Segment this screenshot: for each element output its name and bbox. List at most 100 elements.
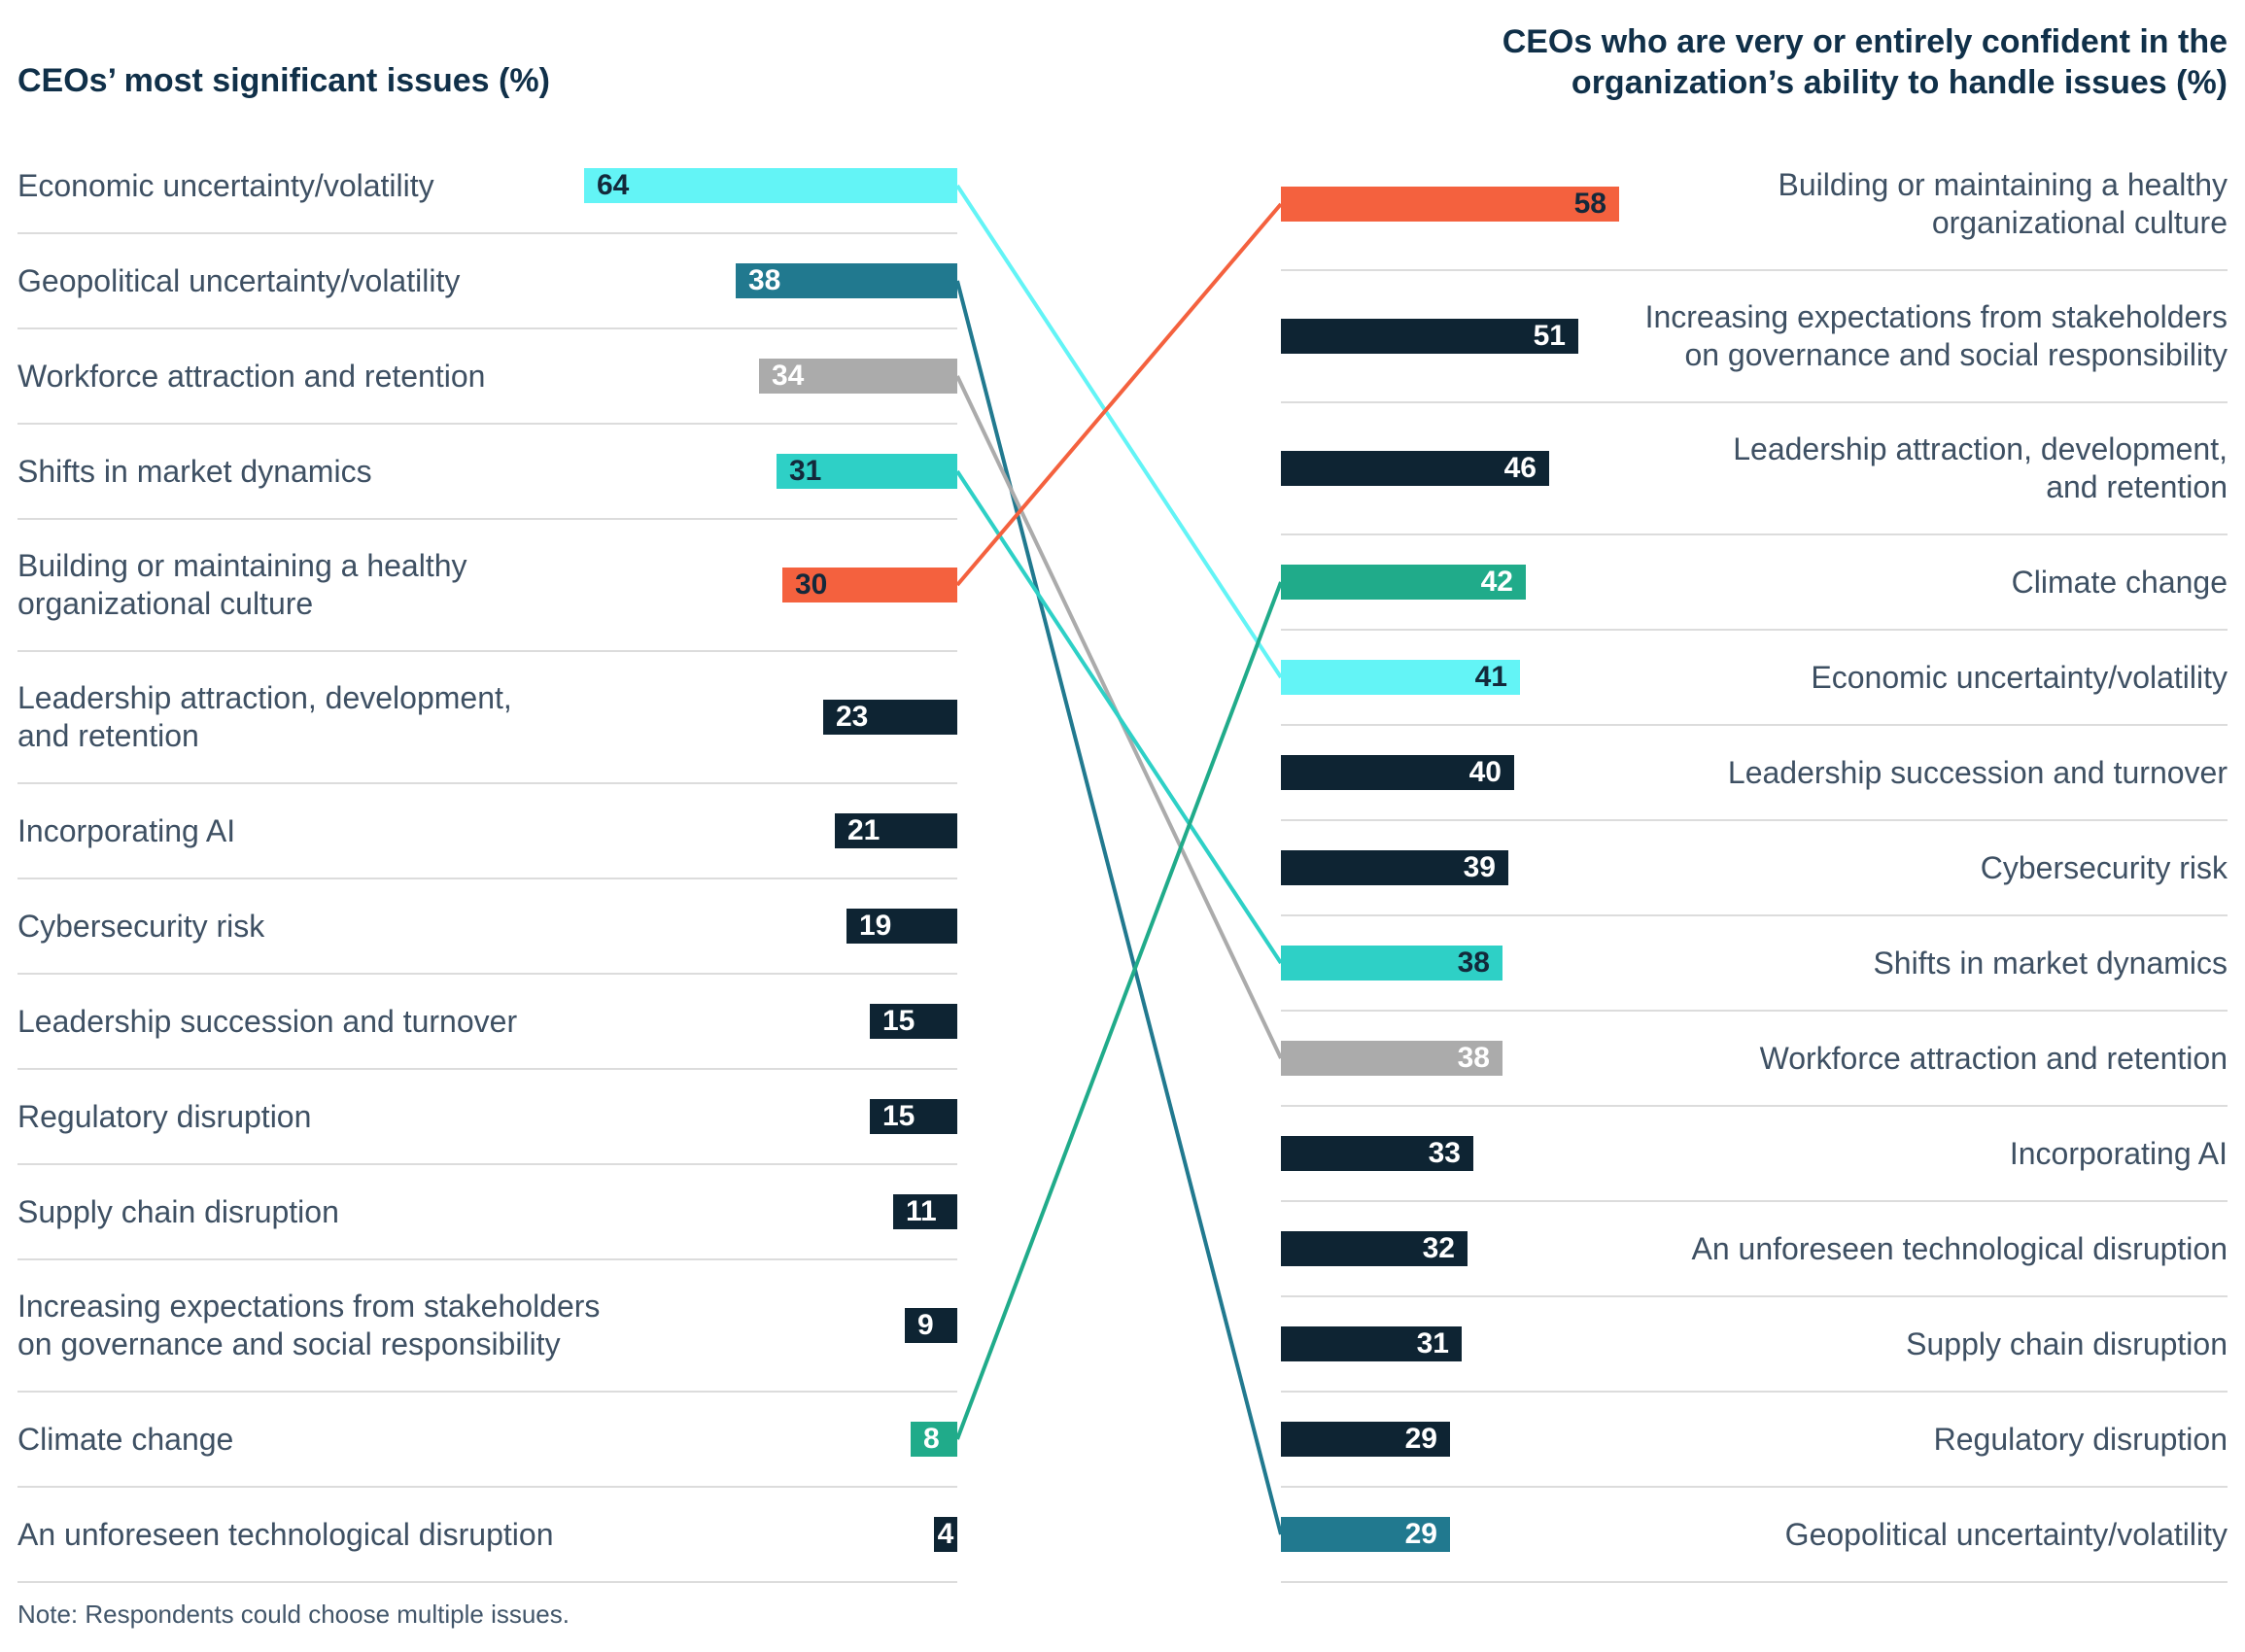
right-chart-title: CEOs who are very or entirely confident … [1502,23,2228,101]
bar-value: 34 [772,360,805,392]
bar-value: 33 [1428,1137,1461,1169]
bar-value: 8 [923,1423,940,1455]
bar-value: 46 [1503,452,1537,484]
right-chart-row: Incorporating AI 33 [1281,1107,2228,1202]
issue-label: Geopolitical uncertainty/volatility [1784,1516,2228,1552]
right-chart-row: Shifts in market dynamics 38 [1281,916,2228,1012]
issue-label: Building or maintaining a healthy organi… [17,548,467,621]
issue-label: Regulatory disruption [1933,1421,2228,1457]
bar-regulatory: 29 [1281,1422,1450,1457]
left-chart-row: Geopolitical uncertainty/volatility 38 [17,234,957,329]
bar-ai: 33 [1281,1136,1473,1171]
issue-label: Leadership succession and turnover [1727,754,2228,790]
issue-label: Geopolitical uncertainty/volatility [17,262,461,298]
bar-value: 51 [1533,320,1566,352]
right-chart: Building or maintaining a healthy organi… [1281,139,2228,1583]
bar-tech: 4 [934,1517,957,1552]
bar-workforce: 34 [759,359,957,394]
right-chart-row: Workforce attraction and retention 38 [1281,1012,2228,1107]
issue-label: Cybersecurity risk [1980,849,2228,885]
bar-value: 58 [1573,188,1606,220]
right-chart-row: Economic uncertainty/volatility 41 [1281,631,2228,726]
bar-cyber: 19 [846,909,957,944]
left-chart-row: Increasing expectations from stakeholder… [17,1260,957,1393]
left-chart-row: An unforeseen technological disruption 4 [17,1488,957,1583]
right-chart-row: Building or maintaining a healthy organi… [1281,139,2228,271]
bar-leadership_attraction: 23 [823,700,957,735]
issue-label: Economic uncertainty/volatility [1811,659,2228,695]
issue-label: Increasing expectations from stakeholder… [17,1289,601,1361]
bar-value: 40 [1468,756,1502,788]
issue-label: An unforeseen technological disruption [1691,1230,2228,1266]
issue-label: Supply chain disruption [1906,1325,2228,1361]
left-chart-title: CEOs’ most significant issues (%) [17,62,550,99]
bar-market: 38 [1281,946,1502,981]
left-chart-row: Incorporating AI 21 [17,784,957,879]
bar-ai: 21 [835,813,957,848]
bar-market: 31 [777,454,957,489]
bar-value: 31 [789,455,822,487]
connector-line-culture [955,202,1283,587]
issue-label: Shifts in market dynamics [1873,945,2228,981]
issue-label: Increasing expectations from stakeholder… [1644,299,2228,372]
right-chart-row: Supply chain disruption 31 [1281,1297,2228,1393]
right-chart-row: Regulatory disruption 29 [1281,1393,2228,1488]
bar-value: 4 [937,1518,954,1550]
bar-stakeholders: 51 [1281,319,1578,354]
left-chart-row: Workforce attraction and retention 34 [17,329,957,425]
bar-value: 31 [1416,1327,1449,1359]
bar-value: 64 [597,169,630,201]
bar-supply: 11 [893,1194,957,1229]
connector-line-market [955,469,1283,965]
issue-label: Incorporating AI [2009,1135,2228,1171]
bar-value: 39 [1463,851,1496,883]
left-chart-row: Building or maintaining a healthy organi… [17,520,957,652]
bar-culture: 58 [1281,187,1619,222]
bar-geopolitical: 29 [1281,1517,1450,1552]
bar-value: 29 [1404,1518,1437,1550]
bar-value: 15 [882,1100,915,1132]
bar-tech: 32 [1281,1231,1468,1266]
issue-label: Leadership attraction, development, and … [17,680,512,753]
bar-climate: 42 [1281,565,1526,600]
issue-label: Leadership succession and turnover [17,1003,518,1039]
issue-label: Economic uncertainty/volatility [17,167,434,203]
connector-line-workforce [955,375,1283,1059]
bar-economic: 41 [1281,660,1520,695]
right-chart-row: Leadership attraction, development, and … [1281,403,2228,535]
issue-label: Building or maintaining a healthy organi… [1778,167,2228,240]
bar-value: 11 [906,1195,937,1227]
left-chart-row: Regulatory disruption 15 [17,1070,957,1165]
left-chart-row: Cybersecurity risk 19 [17,879,957,975]
bar-regulatory: 15 [870,1099,957,1134]
issue-label: Climate change [17,1421,234,1457]
left-chart-row: Economic uncertainty/volatility 64 [17,139,957,234]
left-chart-row: Supply chain disruption 11 [17,1165,957,1260]
right-chart-row: Leadership succession and turnover 40 [1281,726,2228,821]
issue-label: Climate change [2011,564,2228,600]
left-chart: Economic uncertainty/volatility 64 Geopoli… [17,139,957,1583]
chart-note: Note: Respondents could choose multiple … [17,1600,570,1629]
issue-label: Cybersecurity risk [17,908,265,944]
right-chart-row: Cybersecurity risk 39 [1281,821,2228,916]
bar-climate: 8 [911,1422,957,1457]
issue-label: Regulatory disruption [17,1098,312,1134]
issue-label: Incorporating AI [17,812,236,848]
issue-label: Workforce attraction and retention [1759,1040,2228,1076]
issue-label: Leadership attraction, development, and … [1733,431,2228,504]
bar-value: 19 [859,910,892,942]
bar-value: 30 [795,568,828,601]
connector-line-economic [955,184,1283,679]
issue-label: Shifts in market dynamics [17,453,372,489]
connector-line-geopolitical [955,280,1283,1535]
bar-value: 38 [1457,1042,1490,1074]
connector-line-climate [955,581,1283,1440]
left-chart-row: Leadership succession and turnover 15 [17,975,957,1070]
right-chart-row: Geopolitical uncertainty/volatility 29 [1281,1488,2228,1583]
right-chart-row: Climate change 42 [1281,535,2228,631]
bar-value: 38 [748,264,781,296]
issue-label: Workforce attraction and retention [17,358,486,394]
bar-value: 32 [1422,1232,1455,1264]
bar-stakeholders: 9 [905,1308,957,1343]
bar-workforce: 38 [1281,1041,1502,1076]
